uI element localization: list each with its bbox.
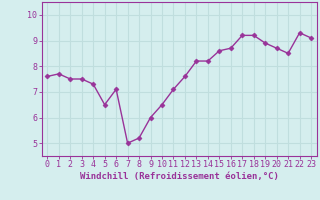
X-axis label: Windchill (Refroidissement éolien,°C): Windchill (Refroidissement éolien,°C) bbox=[80, 172, 279, 181]
